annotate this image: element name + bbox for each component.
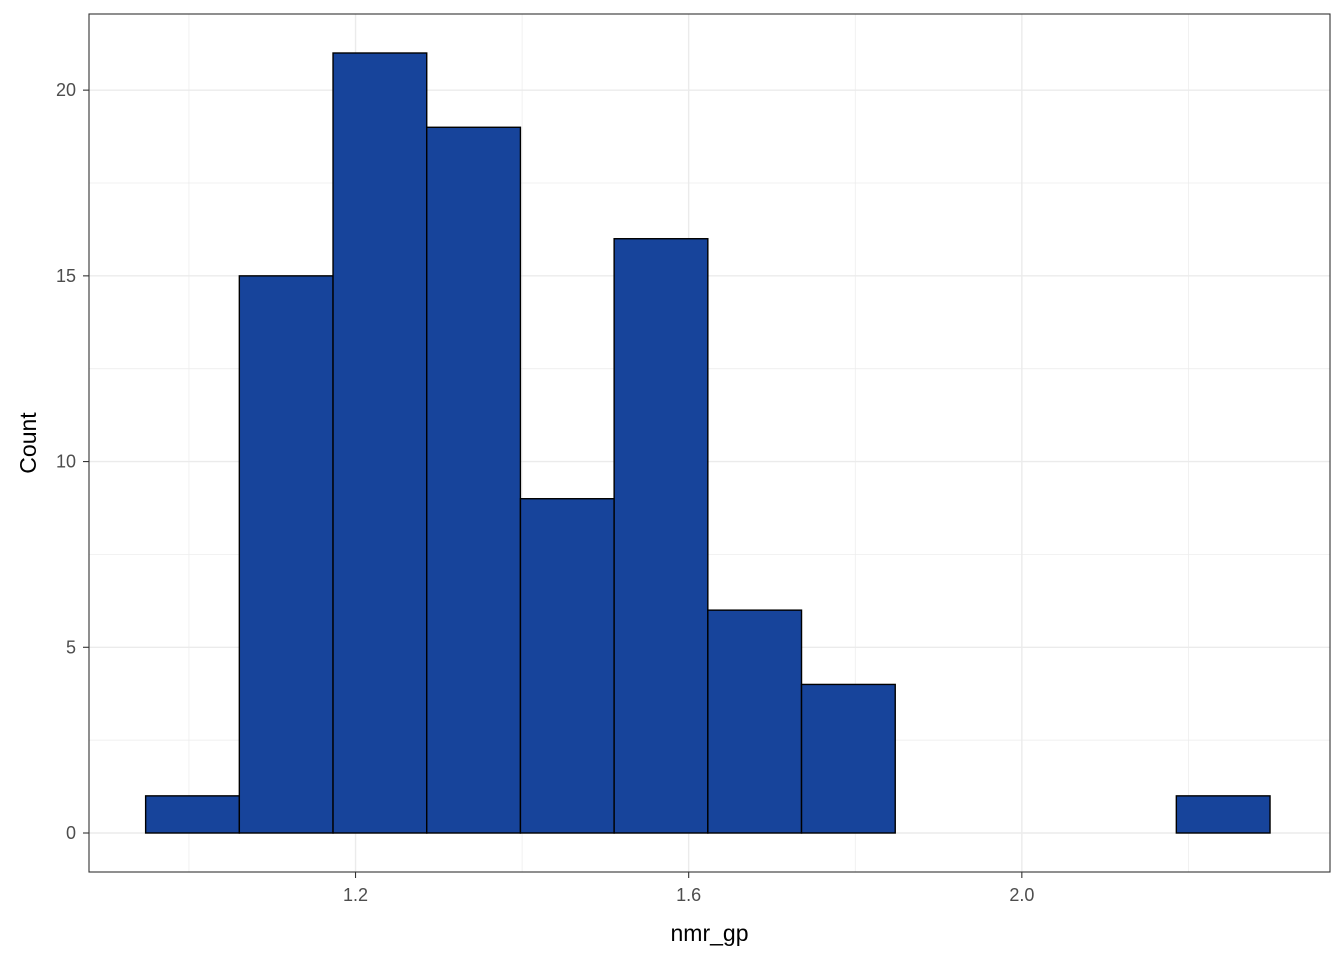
histogram-bar — [426, 126, 522, 834]
y-tick-label: 20 — [56, 80, 76, 100]
x-tick-label: 1.6 — [676, 885, 701, 905]
histogram-bar — [613, 238, 709, 834]
y-axis: 0 5 10 15 20 — [56, 80, 89, 843]
histogram-bar — [1175, 795, 1271, 834]
y-tick-label: 15 — [56, 266, 76, 286]
y-axis-title: Count — [15, 412, 41, 474]
histogram-bar — [144, 795, 241, 834]
x-tick-label: 1.2 — [343, 885, 368, 905]
histogram-bar — [707, 609, 803, 834]
x-axis: 1.2 1.6 2.0 — [343, 872, 1034, 905]
histogram-bar — [332, 52, 428, 834]
y-tick-label: 10 — [56, 452, 76, 472]
grid-minor — [89, 14, 1330, 872]
histogram-bar — [238, 275, 334, 834]
x-axis-title: nmr_gp — [671, 920, 749, 946]
x-tick-label: 2.0 — [1009, 885, 1034, 905]
histogram-bar — [519, 498, 615, 834]
y-tick-label: 5 — [66, 637, 76, 657]
y-tick-label: 0 — [66, 823, 76, 843]
bars — [144, 52, 1271, 834]
panel-border — [88, 13, 1331, 873]
histogram-bar — [800, 683, 896, 834]
